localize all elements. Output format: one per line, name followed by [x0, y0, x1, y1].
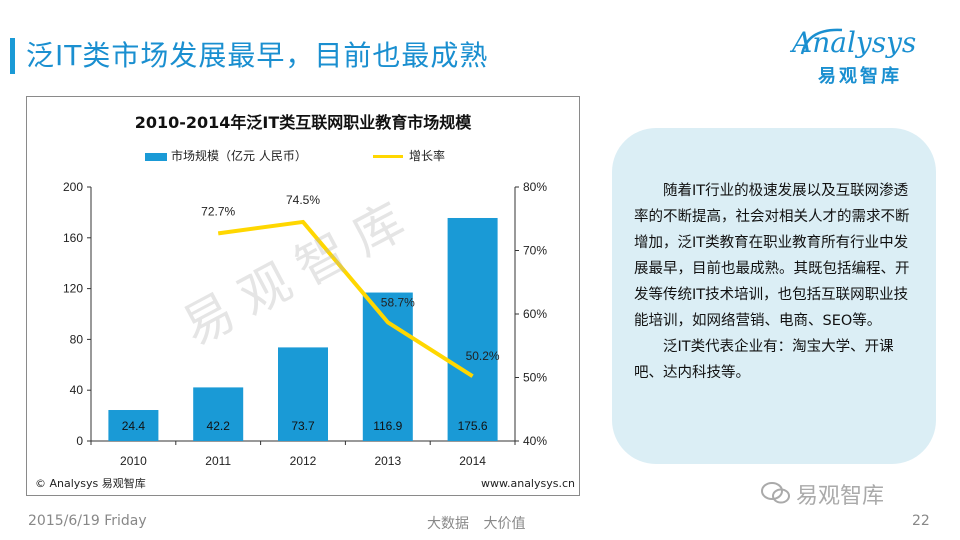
y-left-tick-label: 80	[70, 332, 84, 346]
x-tick-label: 2012	[290, 454, 317, 468]
bar	[362, 292, 413, 441]
wechat-icon	[761, 482, 790, 504]
bar-value-label: 116.9	[373, 419, 402, 433]
slide-title: 泛IT类市场发展最早，目前也最成熟	[26, 39, 489, 72]
bar-value-label: 175.6	[458, 419, 488, 433]
callout-box: 随着IT行业的极速发展以及互联网渗透率的不断提高，社会对相关人才的需求不断增加，…	[612, 128, 936, 464]
callout-paragraph-2: 泛IT类代表企业有：淘宝大学、开课吧、达内科技等。	[634, 339, 894, 381]
legend-bar-label: 市场规模（亿元 人民币）	[171, 149, 307, 163]
legend-line-swatch	[373, 155, 403, 158]
legend-line-label: 增长率	[409, 149, 446, 163]
line-value-label: 50.2%	[466, 349, 500, 363]
chart-panel: 2010-2014年泛IT类互联网职业教育市场规模 市场规模（亿元 人民币） 增…	[26, 96, 580, 496]
title-accent-bar	[10, 38, 15, 74]
chart-svg: 0 40 80 120 160 200 40% 50% 60% 70% 80% 2010 2011 201…	[63, 180, 547, 468]
x-tick-label: 2011	[205, 454, 231, 468]
line-value-label: 58.7%	[381, 295, 415, 309]
logo-swoosh-icon	[800, 28, 843, 55]
bar-value-label: 24.4	[122, 419, 146, 433]
legend-bar-entry: 市场规模（亿元 人民币）	[145, 147, 307, 164]
bar	[278, 347, 328, 441]
legend-bar-swatch	[145, 152, 167, 161]
page-number: 22	[912, 513, 930, 529]
y-right-tick-label: 40%	[523, 434, 547, 448]
line-value-label: 72.7%	[201, 204, 235, 218]
y-left-tick-label: 120	[63, 282, 83, 296]
logo-subtitle: 易观智库	[818, 66, 902, 87]
x-tick-label: 2010	[120, 454, 147, 468]
logo-word-rest: nalysys	[812, 26, 917, 59]
x-tick-label: 2014	[459, 454, 486, 468]
line-value-label: 74.5%	[286, 193, 320, 207]
y-left-tick-label: 0	[76, 434, 83, 448]
chart-source-right: www.analysys.cn	[481, 477, 575, 490]
y-right-tick-label: 70%	[523, 244, 547, 258]
wechat-label: 易观智库	[796, 484, 885, 509]
y-right-tick-label: 50%	[523, 371, 547, 385]
callout-paragraph-1: 随着IT行业的极速发展以及互联网渗透率的不断提高，社会对相关人才的需求不断增加，…	[634, 183, 910, 329]
bar	[447, 217, 498, 441]
callout-text: 随着IT行业的极速发展以及互联网渗透率的不断提高，社会对相关人才的需求不断增加，…	[634, 178, 914, 386]
footer-slogan: 大数据 大价值	[427, 516, 526, 532]
y-right-tick-label: 80%	[523, 180, 547, 194]
x-tick-label: 2013	[374, 454, 401, 468]
footer-date: 2015/6/19 Friday	[28, 513, 147, 529]
chart-source-left: © Analysys 易观智库	[35, 477, 146, 490]
chart-title: 2010-2014年泛IT类互联网职业教育市场规模	[134, 113, 472, 132]
legend-line-entry: 增长率	[373, 147, 445, 164]
bar-value-label: 73.7	[291, 419, 315, 433]
logo-letter: A	[792, 26, 813, 59]
y-right-tick-label: 60%	[523, 307, 547, 321]
growth-rate-line	[217, 219, 474, 378]
analysys-logo: Analysys 易观智库	[792, 22, 942, 87]
bar	[193, 387, 244, 441]
bar-value-label: 42.2	[207, 419, 231, 433]
logo-wordmark: Analysys	[792, 26, 916, 59]
y-left-tick-label: 40	[70, 383, 84, 397]
y-left-tick-label: 200	[63, 180, 83, 194]
bar	[108, 410, 159, 441]
y-left-tick-label: 160	[63, 231, 83, 245]
